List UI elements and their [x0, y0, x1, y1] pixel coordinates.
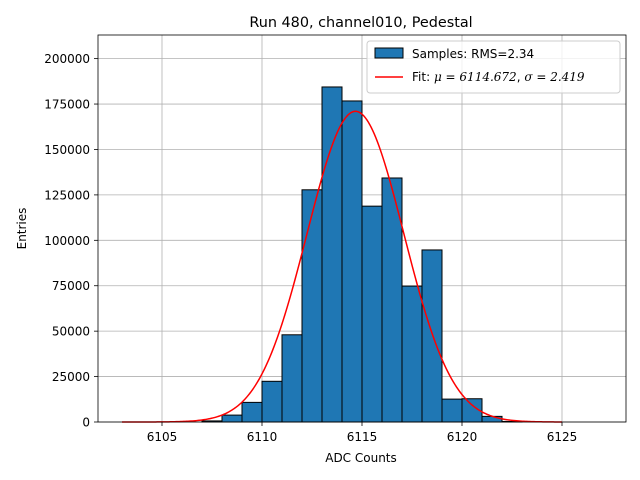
histogram-bar — [321, 86, 343, 423]
legend-fit-mu: μ = 6114.672 — [434, 70, 517, 84]
y-tick-label: 150000 — [44, 143, 90, 157]
histogram-bar — [241, 401, 263, 423]
histogram-bar — [361, 205, 383, 423]
y-axis-label: Entries — [15, 208, 29, 250]
x-axis-label: ADC Counts — [325, 451, 397, 465]
x-tick-label: 6110 — [247, 430, 278, 444]
histogram-bar — [301, 189, 323, 423]
histogram-bar — [221, 414, 243, 423]
y-axis-ticks: 0 25000 50000 75000 100000 125000 150000 175000… — [44, 52, 98, 430]
histogram-bar — [401, 285, 423, 423]
y-tick-label: 0 — [82, 416, 90, 430]
x-tick-label: 6120 — [447, 430, 478, 444]
fit-curve — [122, 110, 563, 423]
histogram-bar — [441, 398, 463, 423]
histogram-bar — [421, 249, 443, 423]
legend-box — [366, 40, 621, 94]
histogram-bar — [341, 100, 363, 423]
histogram-bars — [201, 86, 523, 423]
histogram-bar — [281, 334, 303, 423]
x-axis-ticks: 6105 6110 6115 6120 6125 — [147, 422, 578, 444]
legend-fit-sigma: σ = 2.419 — [524, 70, 585, 84]
x-tick-label: 6105 — [147, 430, 178, 444]
histogram-bar — [261, 380, 283, 423]
legend: Samples: RMS=2.34 Fit: μ = 6114.672, σ =… — [366, 40, 621, 94]
chart-title: Run 480, channel010, Pedestal — [249, 15, 472, 31]
y-tick-label: 125000 — [44, 188, 90, 202]
histogram-bar — [481, 415, 503, 423]
x-tick-label: 6115 — [347, 430, 378, 444]
y-tick-label: 50000 — [52, 325, 90, 339]
legend-histogram-swatch — [374, 47, 404, 59]
y-tick-label: 25000 — [52, 370, 90, 384]
legend-fit-label: Fit: μ = 6114.672, σ = 2.419 — [412, 70, 585, 84]
y-tick-label: 200000 — [44, 52, 90, 66]
y-tick-label: 75000 — [52, 279, 90, 293]
y-tick-label: 100000 — [44, 234, 90, 248]
legend-histogram-label: Samples: RMS=2.34 — [412, 47, 534, 61]
x-tick-label: 6125 — [547, 430, 578, 444]
y-tick-label: 175000 — [44, 98, 90, 112]
